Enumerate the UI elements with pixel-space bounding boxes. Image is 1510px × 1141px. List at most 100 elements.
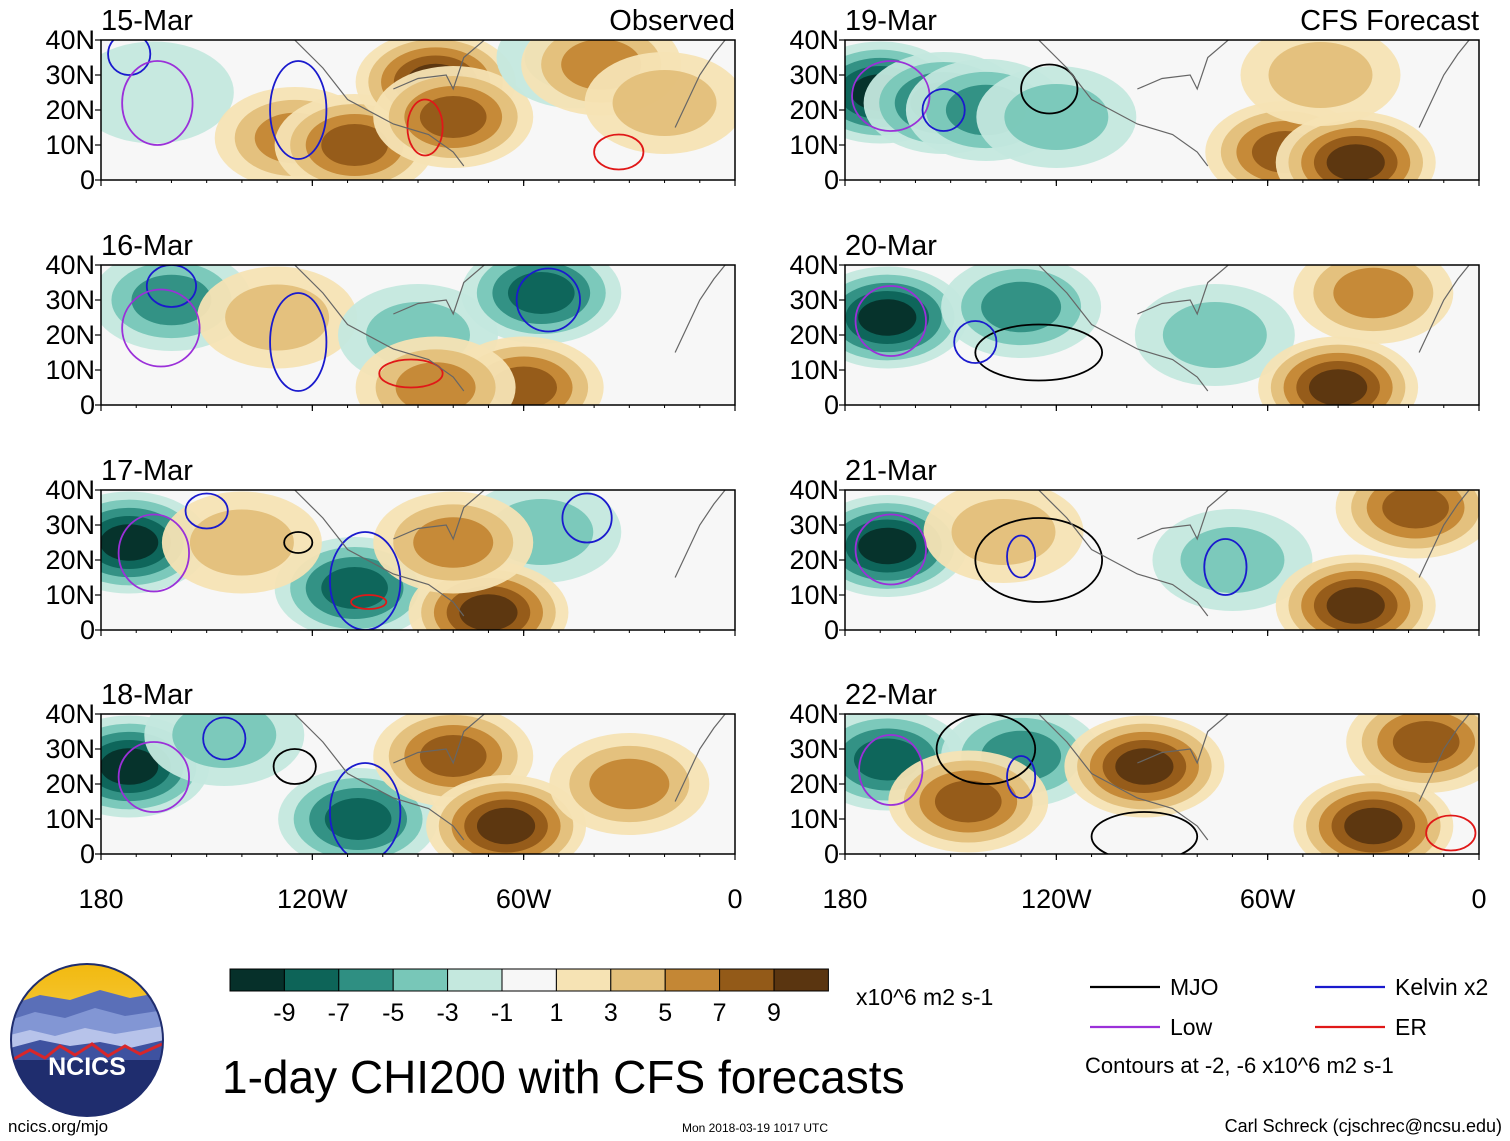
panel-22-mar: 40N 30N 20N 10N 0 22-Mar (789, 679, 1480, 869)
coastline (294, 265, 726, 392)
contour-kelvin-x2 (329, 762, 402, 854)
panel-19-mar: 40N 30N 20N 10N 0 19-Mar CFS Forecast (789, 5, 1480, 195)
panel-date: 19-Mar (845, 5, 937, 37)
colorbar-swatch (283, 968, 340, 992)
contour-mjo (974, 323, 1104, 382)
shading-blob (144, 714, 305, 786)
shading-level (1333, 267, 1414, 319)
y-tick-label: 0 (824, 390, 839, 420)
shading-level (507, 272, 575, 314)
shading-level (321, 124, 388, 166)
contour-kelvin-x2 (1006, 534, 1037, 579)
shading-blob (426, 775, 587, 854)
shading-blob (976, 66, 1137, 168)
coastline (294, 40, 726, 167)
shading-blob (923, 490, 1084, 583)
shading-blob (461, 265, 622, 344)
shading-blob (584, 52, 735, 154)
panel-16-mar: 40N 30N 20N 10N 0 16-Mar (45, 230, 736, 420)
shading-level (1309, 369, 1368, 405)
shading-level (589, 758, 670, 810)
colorbar: -9 -7 -5 -3 -1 1 3 5 7 9 (229, 968, 829, 1027)
footer-url[interactable]: ncics.org/mjo (8, 1117, 108, 1136)
panel-date: 20-Mar (845, 230, 937, 262)
contour-low (854, 513, 927, 586)
contour-kelvin-x2 (202, 716, 247, 761)
colorbar-label: 9 (767, 999, 781, 1027)
legend-label: ER (1395, 1014, 1427, 1040)
y-tick-label: 0 (824, 615, 839, 645)
colorbar-label: -3 (436, 999, 458, 1027)
contour-kelvin-x2 (107, 40, 152, 76)
shading-level (395, 362, 476, 405)
contour-er (350, 594, 388, 610)
contour-mjo (935, 714, 1037, 785)
y-tick-label: 30N (45, 60, 95, 90)
shading-level (853, 738, 921, 781)
contour-low (121, 60, 194, 146)
y-tick-label: 40N (45, 250, 95, 280)
shading-level (1326, 587, 1385, 624)
shading-level (1162, 302, 1267, 368)
y-tick-label: 0 (824, 839, 839, 869)
shading-level (1004, 84, 1109, 150)
shading-level (172, 714, 277, 768)
shading-blob (1346, 714, 1479, 793)
panel-18-mar: 40N 30N 20N 10N 0 18-Mar (45, 679, 736, 869)
colorbar-label: -1 (491, 999, 513, 1027)
y-tick-label: 20N (45, 545, 95, 575)
panel-tag: CFS Forecast (1300, 5, 1479, 37)
contour-kelvin-x2 (515, 267, 581, 333)
y-tick-label: 20N (789, 95, 839, 125)
shading-level (981, 281, 1062, 333)
panel-date: 21-Mar (845, 455, 937, 487)
panel-date: 15-Mar (101, 5, 193, 37)
y-tick-label: 20N (789, 320, 839, 350)
shading-level (101, 748, 159, 785)
y-tick-label: 20N (45, 769, 95, 799)
coastline (1038, 490, 1470, 617)
shading-blob (373, 66, 534, 168)
chart-title: 1-day CHI200 with CFS forecasts (222, 1051, 905, 1103)
shading-level (189, 509, 294, 576)
colorbar-label: 1 (549, 999, 563, 1027)
y-tick-label: 0 (80, 390, 95, 420)
y-tick-label: 10N (45, 580, 95, 610)
colorbar-label: -9 (273, 999, 295, 1027)
shading-level (951, 499, 1056, 565)
coastline (1038, 714, 1470, 841)
colorbar-swatch (555, 968, 612, 992)
contour-low (121, 288, 201, 368)
shading-blob (1275, 554, 1436, 630)
colorbar-label: 5 (658, 999, 672, 1027)
y-tick-label: 40N (45, 475, 95, 505)
x-tick-label: 180 (822, 884, 867, 914)
y-tick-label: 40N (45, 699, 95, 729)
x-tick-label: 180 (78, 884, 123, 914)
shading-level (858, 299, 917, 336)
footer-credit: Carl Schreck (cjschrec@ncsu.edu) (1225, 1116, 1502, 1136)
shading-blob (1064, 715, 1225, 818)
colorbar-swatch (229, 968, 285, 992)
panel-15-mar: 40N 30N 20N 10N 0 15-Mar Observed (45, 5, 736, 195)
colorbar-swatch (338, 968, 394, 992)
colorbar-swatch (610, 968, 666, 992)
panel-date: 22-Mar (845, 679, 937, 711)
shading-level (1382, 490, 1449, 529)
shading-level (1268, 42, 1373, 108)
colorbar-label: 3 (604, 999, 618, 1027)
y-tick-label: 10N (789, 355, 839, 385)
panel-tag: Observed (609, 5, 735, 37)
contour-er (593, 133, 645, 171)
x-tick-label: 120W (277, 884, 348, 914)
y-tick-label: 10N (45, 804, 95, 834)
shading-blob (1275, 111, 1436, 180)
colorbar-swatch (719, 968, 775, 992)
x-tick-label: 0 (727, 884, 742, 914)
contour-kelvin-x2 (329, 531, 402, 630)
legend-label: MJO (1170, 974, 1219, 1000)
colorbar-unit-label: x10^6 m2 s-1 (856, 984, 993, 1010)
contour-note: Contours at -2, -6 x10^6 m2 s-1 (1085, 1053, 1394, 1078)
contour-kelvin-x2 (269, 60, 328, 160)
contour-kelvin-x2 (269, 292, 328, 392)
